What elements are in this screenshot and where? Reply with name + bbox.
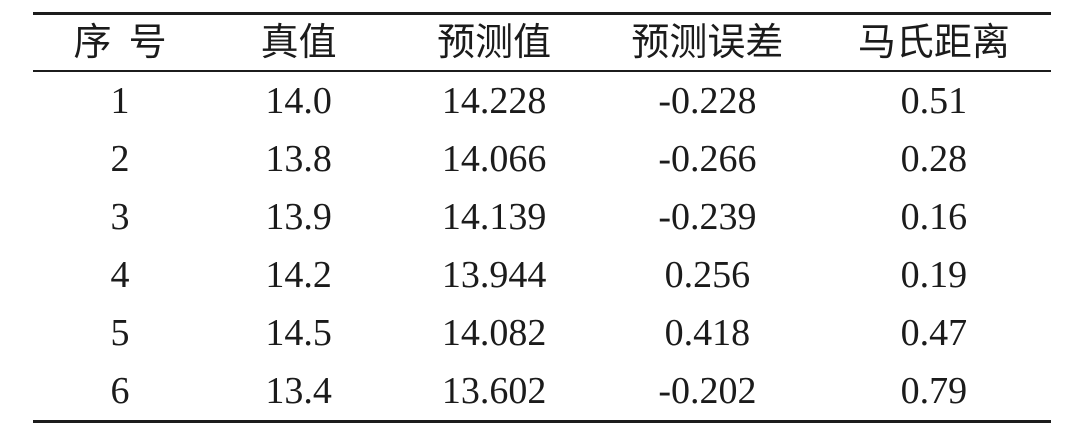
table-cell: 0.79: [900, 370, 968, 412]
table-body: 1 14.0 14.228 -0.228 0.51 2 13.8 14.066 -0.266 0.…: [33, 71, 1051, 422]
column-header-2: 真值: [260, 21, 337, 64]
header-row: 序号 真值 预测值 预测误差 马氏距离: [33, 14, 1051, 71]
table-row-3: 3 13.9 14.139 -0.239 0.16: [33, 188, 1051, 246]
table-cell: 13.602: [441, 370, 547, 412]
table-cell: 14.066: [441, 138, 547, 180]
table-cell: 0.19: [900, 254, 968, 296]
table-cell: 0.47: [900, 312, 968, 354]
table-cell: 14.0: [265, 80, 332, 122]
table-cell: -0.228: [658, 80, 757, 122]
table-cell: 0.256: [664, 254, 751, 296]
table-cell: 1: [110, 80, 130, 122]
column-header-1: 序号: [73, 21, 184, 64]
column-header-3: 预测值: [437, 21, 552, 64]
table-row-5: 5 14.5 14.082 0.418 0.47: [33, 304, 1051, 362]
table-row-2: 2 13.8 14.066 -0.266 0.28: [33, 130, 1051, 188]
table-cell: 2: [110, 138, 130, 180]
results-table-container: 序号 真值 预测值 预测误差 马氏距离 1 14.0 14.228 -0.228 0.51 2 13…: [33, 12, 1051, 423]
table-cell: -0.202: [658, 370, 757, 412]
table-cell: 0.16: [900, 196, 968, 238]
table-cell: 13.9: [265, 196, 332, 238]
table-cell: -0.239: [658, 196, 757, 238]
table-row-1: 1 14.0 14.228 -0.228 0.51: [33, 71, 1051, 130]
table-cell: 13.944: [441, 254, 547, 296]
table-cell: 5: [110, 312, 130, 354]
table-cell: 14.228: [441, 80, 547, 122]
table-cell: 13.4: [265, 370, 332, 412]
table-cell: 14.139: [441, 196, 547, 238]
table-cell: -0.266: [658, 138, 757, 180]
table-cell: 13.8: [265, 138, 332, 180]
results-table: 序号 真值 预测值 预测误差 马氏距离 1 14.0 14.228 -0.228 0.51 2 13…: [33, 12, 1051, 423]
column-header-4: 预测误差: [631, 21, 784, 64]
table-cell: 0.418: [664, 312, 751, 354]
table-cell: 14.2: [265, 254, 332, 296]
table-cell: 6: [110, 370, 130, 412]
column-header-5: 马氏距离: [857, 21, 1010, 64]
table-cell: 4: [110, 254, 130, 296]
table-cell: 14.082: [441, 312, 547, 354]
table-cell: 3: [110, 196, 130, 238]
table-cell: 0.28: [900, 138, 968, 180]
table-cell: 0.51: [900, 80, 968, 122]
table-row-6: 6 13.4 13.602 -0.202 0.79: [33, 362, 1051, 422]
table-row-4: 4 14.2 13.944 0.256 0.19: [33, 246, 1051, 304]
table-cell: 14.5: [265, 312, 332, 354]
